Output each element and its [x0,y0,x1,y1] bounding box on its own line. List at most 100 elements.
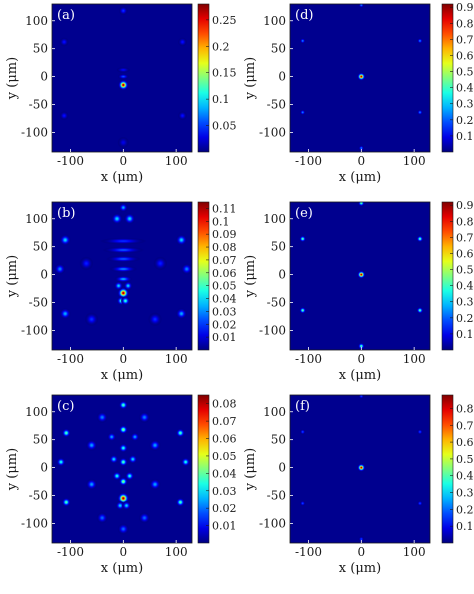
colorbar-tick-label: 0.01 [212,520,237,533]
intensity-peak [299,109,306,116]
intensity-peak [61,428,71,438]
heatmap-background [52,395,192,543]
x-tick-label: 0 [358,154,366,168]
y-tick-label: 0 [40,70,48,84]
y-axis-label: y (μm) [243,57,258,100]
colorbar-tick-label: 0.6 [456,247,474,260]
intensity-peaks [299,4,423,151]
intensity-peak [123,281,133,291]
y-tick-label: 100 [263,405,286,419]
panel-label: (e) [295,206,313,221]
y-tick-label: 0 [278,461,286,475]
x-axis-label: x (μm) [101,170,143,185]
intensity-peak [358,536,365,542]
intensity-peak [130,432,140,442]
intensity-peak [138,512,151,524]
colorbar-tick-label: 0.9 [456,199,474,212]
colorbar-tick-label: 0.03 [212,305,237,318]
x-tick-label: 0 [358,352,366,366]
intensity-peaks [59,6,188,149]
colorbar-tick-label: 0.6 [456,49,474,62]
colorbar: 0.01 0.02 0.03 0.04 0.05 0.06 0.07 0.08 [197,394,237,544]
y-tick-label: 0 [40,268,48,282]
intensity-peak [96,411,109,424]
intensity-peak [358,4,365,9]
intensity-peak [417,500,423,507]
intensity-peak [111,212,123,225]
x-tick-label: 100 [403,352,426,366]
intensity-peak [118,79,129,91]
x-axis-label: x (μm) [339,170,381,185]
x-tick-label: 0 [358,545,366,559]
intensity-peak [358,395,365,400]
colorbar-tick-label: 0.4 [456,82,474,95]
intensity-peak [121,500,132,511]
intensity-peak [417,37,423,44]
colorbar-tick-label: 0.7 [456,33,474,46]
intensity-peak [118,424,128,435]
colorbar-tick-label: 0.03 [212,485,237,498]
y-tick-label: -50 [267,98,286,112]
intensity-peak [417,109,423,116]
x-tick-label: -100 [295,154,322,168]
colorbar-tick-label: 0.1 [212,215,230,228]
colorbar-tick-label: 0.2 [212,40,230,53]
colorbar-tick-label: 0.1 [456,130,474,143]
colorbar: 0.05 0.1 0.15 0.2 0.25 [197,3,237,153]
colorbar-tick-label: 0.8 [456,215,474,228]
intensity-peak [84,312,99,327]
y-tick-label: -50 [29,296,48,310]
intensity-peak [120,296,131,306]
intensity-peak [118,457,128,467]
intensity-peak [149,478,161,491]
intensity-peak [117,136,130,149]
intensity-peak [96,512,109,524]
intensity-peak [180,263,192,275]
intensity-peak [175,234,188,246]
intensity-peak [299,306,307,314]
y-axis-label: y (μm) [243,255,258,298]
intensity-peak [109,454,119,464]
colorbar-tick-label: 0.4 [456,280,474,293]
intensity-peak [118,476,128,487]
colorbar-tick-label: 0.01 [212,331,237,344]
x-tick-label: 100 [403,154,426,168]
intensity-peak [85,439,98,452]
y-tick-label: -100 [21,125,48,139]
intensity-peak [357,342,365,350]
y-tick-label: -100 [259,125,286,139]
colorbar-tick-label: 0.09 [212,228,237,241]
intensity-peak [61,497,71,507]
y-tick-label: -50 [29,98,48,112]
intensity-peak [358,145,365,151]
colorbar-tick-label: 0.1 [212,93,230,106]
plot-frame [289,394,431,544]
x-axis-label: x (μm) [339,368,381,383]
y-tick-label: -50 [267,489,286,503]
intensity-peak [102,246,145,254]
intensity-peaks [299,395,423,542]
intensity-peak [357,202,365,207]
colorbar-tick-label: 0.05 [212,450,237,463]
x-tick-label: 100 [403,545,426,559]
colorbar-tick-label: 0.2 [456,312,474,325]
x-tick-label: -100 [57,545,84,559]
intensity-peak [357,463,366,472]
plot-frame [51,394,193,544]
intensity-peak [117,523,130,535]
intensity-peak [175,307,188,320]
panel-label: (c) [57,399,74,414]
intensity-peak [181,457,191,467]
x-tick-label: 100 [165,352,188,366]
colorbar-tick-label: 0.6 [456,436,474,449]
intensity-peak [117,287,130,299]
colorbar-tick-label: 0.08 [212,398,237,411]
plot-frame [289,201,431,351]
y-tick-label: 50 [271,433,286,447]
y-tick-label: 0 [278,268,286,282]
colorbar-tick-label: 0.5 [456,264,474,277]
y-axis-label: y (μm) [5,255,20,298]
intensity-peak [85,478,98,491]
colorbar-tick-label: 0.3 [456,98,474,111]
intensity-peak [59,307,72,320]
